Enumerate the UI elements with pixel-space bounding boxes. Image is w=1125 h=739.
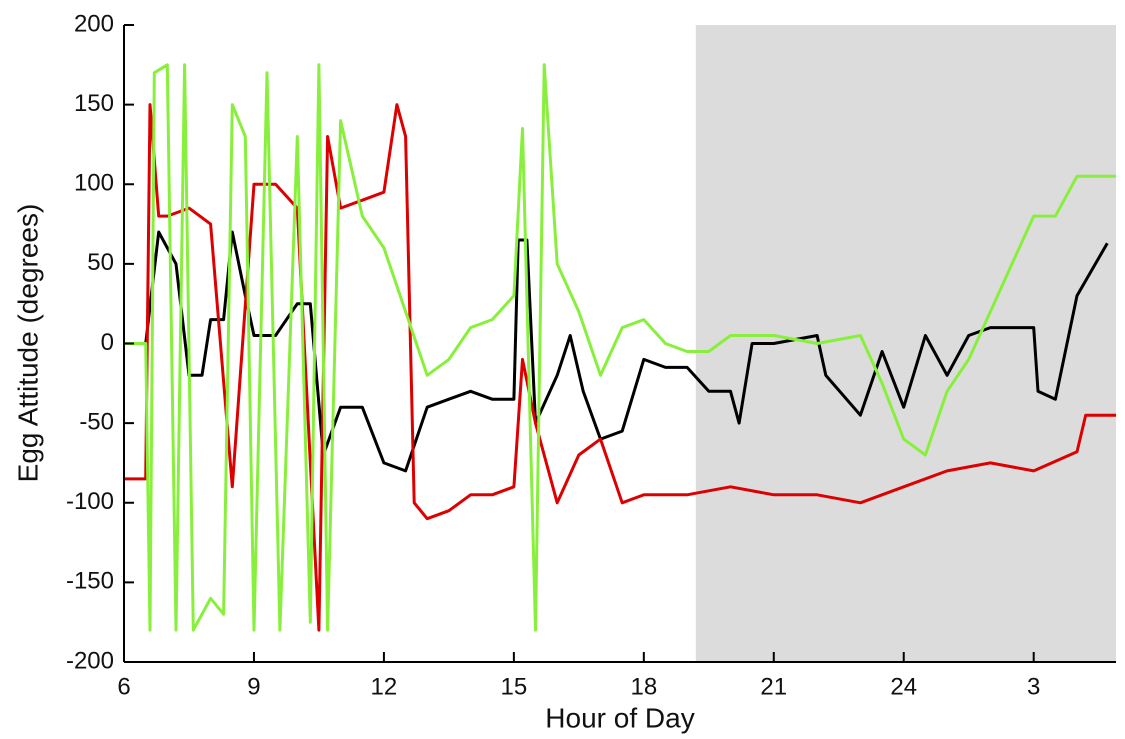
- y-axis-title: Egg Attitude (degrees): [12, 204, 43, 483]
- x-tick-label: 6: [117, 673, 130, 700]
- y-tick-label: -200: [66, 647, 114, 674]
- y-tick-label: 150: [74, 90, 114, 117]
- series-line: [124, 63, 1116, 632]
- y-tick-label: -150: [66, 568, 114, 595]
- series-line: [124, 230, 1109, 473]
- x-tick-label: 3: [1027, 673, 1040, 700]
- y-tick-label: -100: [66, 488, 114, 515]
- y-tick-label: 100: [74, 170, 114, 197]
- x-axis-title: Hour of Day: [545, 702, 694, 733]
- y-tick-label: 200: [74, 10, 114, 37]
- y-tick-label: 50: [87, 249, 114, 276]
- x-tick-label: 12: [371, 673, 398, 700]
- x-tick-label: 18: [630, 673, 657, 700]
- x-tick-label: 9: [247, 673, 260, 700]
- x-tick-label: 21: [760, 673, 787, 700]
- series-line: [124, 103, 1116, 632]
- x-tick-label: 15: [501, 673, 528, 700]
- x-tick-label: 24: [890, 673, 917, 700]
- y-tick-label: -50: [79, 408, 114, 435]
- y-tick-label: 0: [101, 329, 114, 356]
